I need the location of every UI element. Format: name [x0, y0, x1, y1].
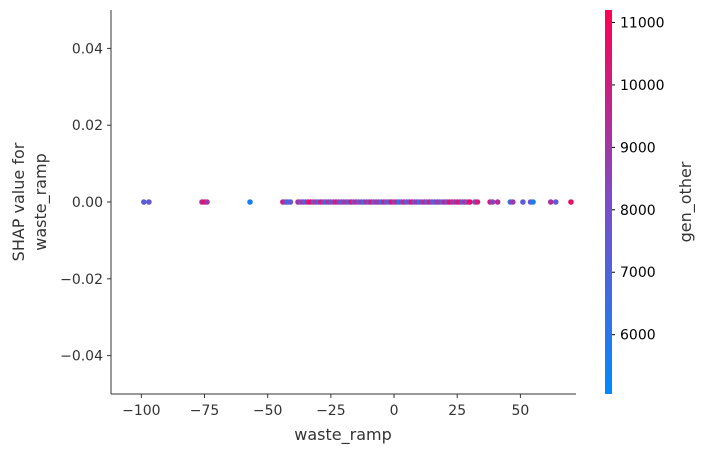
data-point	[247, 199, 253, 205]
x-tick-label: −25	[316, 403, 346, 419]
x-tick-label: 0	[390, 403, 399, 419]
x-axis-label: waste_ramp	[294, 425, 391, 445]
y-tick-label: −0.02	[60, 272, 103, 288]
data-point	[287, 199, 294, 205]
data-point	[494, 199, 501, 205]
colorbar-tick-label: 11000	[620, 15, 665, 31]
y-tick-label: −0.04	[60, 349, 103, 365]
x-tick-label: −50	[253, 403, 283, 419]
data-point	[530, 199, 536, 205]
x-ticks: −100 −75 −50 −25 0 25 50	[122, 394, 529, 419]
data-point	[204, 199, 210, 205]
data-point	[141, 199, 147, 205]
data-point	[547, 199, 554, 205]
colorbar-tick-label: 6000	[620, 328, 656, 344]
y-axis-label-line-2: waste_ramp	[31, 153, 51, 250]
data-point	[489, 199, 496, 205]
x-tick-label: 25	[448, 403, 466, 419]
colorbar-label: gen_other	[676, 161, 696, 242]
colorbar-gradient	[605, 10, 612, 394]
colorbar-tick-label: 7000	[620, 265, 656, 281]
data-point	[568, 199, 574, 205]
data-point	[552, 199, 559, 205]
data-point	[146, 199, 152, 205]
data-points	[141, 199, 574, 205]
y-tick-label: 0.00	[72, 195, 103, 211]
y-ticks: 0.04 0.02 0.00 −0.02 −0.04	[60, 41, 111, 365]
y-tick-label: 0.04	[72, 41, 103, 57]
colorbar: 6000 7000 8000 9000 10000 11000 gen_other	[605, 10, 696, 394]
y-axis-label-line-1: SHAP value for	[9, 142, 28, 261]
x-tick-label: 50	[511, 403, 529, 419]
data-point	[520, 199, 526, 205]
colorbar-tick-label: 9000	[620, 140, 656, 156]
y-tick-label: 0.02	[72, 118, 103, 134]
colorbar-tick-label: 10000	[620, 78, 665, 94]
y-axis-label: SHAP value for waste_ramp	[9, 142, 51, 261]
colorbar-tick-label: 8000	[620, 203, 656, 219]
data-point	[510, 199, 516, 205]
data-point	[467, 199, 473, 205]
data-point	[474, 199, 481, 205]
x-tick-label: −75	[190, 403, 220, 419]
plot-area: 0.04 0.02 0.00 −0.02 −0.04 −100 −75 −50 −25 0 25 5…	[60, 10, 576, 419]
colorbar-ticks: 6000 7000 8000 9000 10000 11000	[612, 15, 665, 344]
x-tick-label: −100	[122, 403, 160, 419]
